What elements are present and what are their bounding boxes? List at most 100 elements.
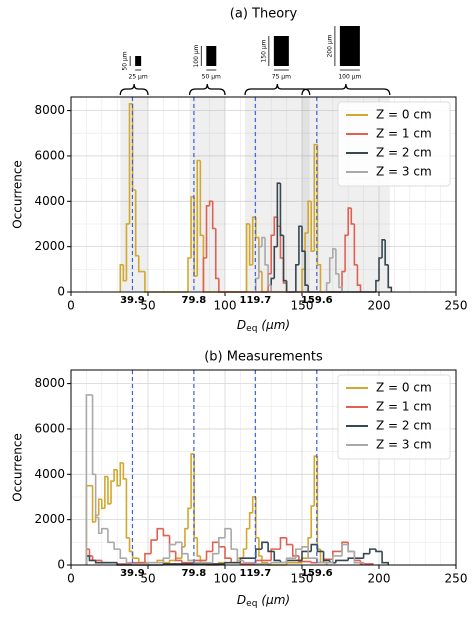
histogram-step [131, 562, 148, 565]
histogram-step [125, 478, 130, 539]
x-tick-label: 200 [368, 299, 391, 313]
x-axis-label: Deq (μm) [237, 593, 290, 609]
inset-height-label: 150 µm [260, 39, 267, 62]
histogram-step [205, 550, 213, 561]
histogram-step [298, 225, 302, 265]
legend-label: Z = 1 cm [376, 400, 432, 414]
histogram-step [273, 216, 278, 236]
y-tick-label: 0 [57, 285, 65, 299]
x-axis-label-main: D [237, 593, 246, 607]
x-tick-label: 0 [67, 299, 75, 313]
inset-width-label: 25 µm [129, 74, 148, 81]
legend-label: Z = 1 cm [376, 127, 432, 141]
histogram-step [208, 200, 213, 206]
histogram-step [279, 226, 284, 259]
chart-title: (a) Theory [230, 7, 298, 22]
histogram-step [381, 551, 390, 565]
x-tick-label: 250 [445, 299, 468, 313]
histogram-step [211, 201, 216, 230]
histogram-step [328, 257, 333, 283]
histogram-step [187, 507, 192, 529]
shaded-span [120, 97, 148, 292]
histogram-step [368, 548, 376, 554]
brace [244, 83, 311, 96]
histogram-step [304, 251, 309, 286]
chart-title: (b) Measurements [204, 350, 323, 365]
histogram-step [147, 561, 164, 564]
inset-height-label: 50 µm [122, 51, 129, 70]
histogram-step [335, 248, 339, 275]
reference-label: 39.9 [120, 568, 145, 579]
x-tick-label: 0 [67, 572, 75, 586]
histogram-step [101, 527, 108, 534]
histogram-step [107, 528, 115, 544]
histogram-step [168, 559, 176, 563]
histogram-step [134, 189, 139, 257]
y-tick-label: 6000 [34, 148, 65, 162]
y-tick-label: 8000 [34, 376, 65, 390]
inset-shape [206, 46, 217, 66]
y-tick-label: 4000 [34, 194, 65, 208]
histogram-step [230, 528, 238, 550]
histogram-step [375, 549, 383, 553]
histogram-step [285, 537, 293, 546]
histogram-step [125, 223, 130, 281]
histogram-step [267, 542, 275, 553]
histogram-step [104, 475, 108, 509]
histogram-step [211, 541, 219, 552]
brace [188, 83, 226, 96]
histogram-step [137, 255, 142, 273]
histogram-step [218, 542, 225, 548]
histogram-step [341, 270, 346, 292]
histogram-step [258, 537, 262, 557]
histogram-step [258, 245, 262, 279]
x-tick-label: 100 [214, 299, 237, 313]
histogram-step [255, 496, 259, 539]
x-axis-label-unit: (μm) [261, 318, 290, 332]
histogram-step [116, 469, 121, 487]
y-axis-label: Occurrence [11, 160, 25, 229]
histogram-step [255, 562, 272, 565]
histogram-step [341, 543, 349, 556]
histogram-step [199, 160, 204, 237]
histogram-step [356, 264, 362, 292]
histogram-step [125, 558, 133, 564]
histogram-step [270, 561, 287, 564]
histogram-step [196, 537, 201, 557]
histogram-step [156, 527, 164, 541]
histogram-step [144, 271, 189, 293]
histogram-step [295, 263, 299, 292]
x-tick-label: 50 [140, 572, 155, 586]
histogram-step [97, 517, 102, 535]
histogram-step [322, 551, 330, 562]
histogram-step [387, 264, 393, 292]
histogram-step [181, 560, 195, 564]
brace [119, 83, 149, 96]
histogram-step [128, 537, 133, 553]
x-axis-label-sub: eq [246, 324, 257, 334]
histogram-step [310, 201, 315, 252]
histogram-step [245, 527, 250, 550]
histogram-step [88, 549, 93, 557]
histogram-step [332, 555, 343, 563]
histogram-step [122, 264, 127, 282]
inset-shape [135, 56, 142, 66]
histogram-step [107, 476, 112, 505]
histogram-step [310, 505, 315, 538]
histogram-step [131, 551, 139, 559]
histogram-step [384, 239, 389, 266]
histogram-step [301, 550, 312, 561]
histogram-step [353, 551, 365, 565]
histogram-step [101, 499, 105, 510]
plot-frame [70, 96, 457, 293]
histogram-step [113, 542, 121, 550]
y-tick-label: 2000 [34, 512, 65, 526]
histogram-step [316, 558, 333, 564]
legend-label: Z = 2 cm [376, 419, 432, 433]
inset-height-label: 100 µm [193, 44, 200, 67]
histogram-step [236, 549, 244, 562]
legend-label: Z = 3 cm [376, 165, 432, 179]
histogram-step [273, 551, 281, 562]
histogram-step [362, 552, 370, 559]
